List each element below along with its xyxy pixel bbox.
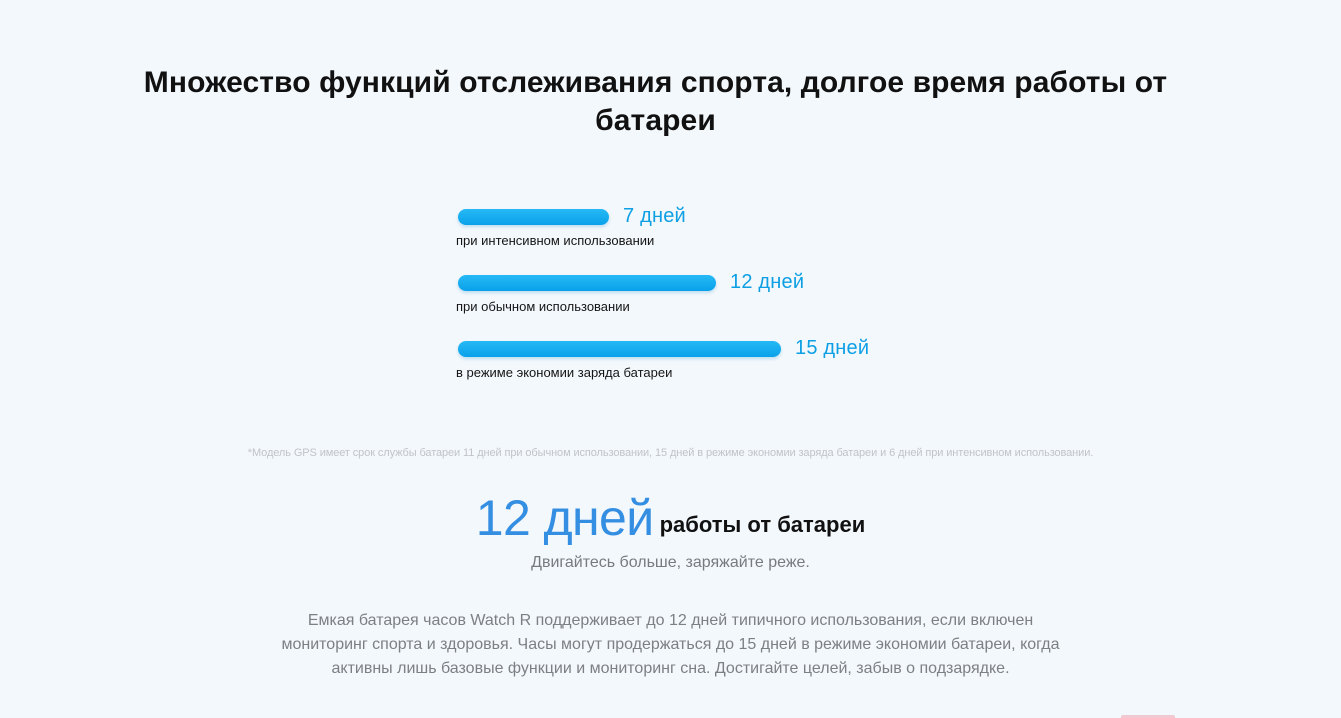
battery-row-intensive: 7 дней при интенсивном использовании — [456, 200, 916, 248]
battery-caption-intensive: при интенсивном использовании — [456, 233, 655, 248]
battery-unit-intensive: дней — [640, 205, 686, 227]
battery-footnote: *Модель GPS имеет срок службы батареи 11… — [247, 447, 1094, 459]
battery-life-chart: 7 дней при интенсивном использовании 12 … — [456, 200, 916, 390]
battery-subtitle: Двигайтесь больше, заряжайте реже. — [531, 554, 810, 571]
battery-caption-saver: в режиме экономии заряда батареи — [456, 365, 673, 380]
battery-days-intensive: 7 — [623, 205, 635, 227]
page-title: Множество функций отслеживания спорта, д… — [143, 66, 1168, 137]
battery-description: Емкая батарея часов Watch R поддерживает… — [281, 612, 1060, 677]
headline-days: 12 дней — [475, 490, 654, 546]
battery-unit-normal: дней — [758, 271, 805, 293]
battery-value-normal: 12 дней — [730, 270, 804, 294]
battery-row-saver: 15 дней в режиме экономии заряда батареи — [456, 332, 916, 380]
battery-caption-normal: при обычном использовании — [456, 299, 630, 314]
battery-bar-saver — [458, 341, 781, 357]
battery-days-saver: 15 — [795, 337, 818, 359]
battery-headline: 12 дней работы от батареи — [120, 488, 1221, 548]
battery-value-intensive: 7 дней — [623, 204, 686, 228]
battery-unit-saver: дней — [823, 337, 870, 359]
battery-bar-normal — [458, 275, 716, 291]
headline-text: работы от батареи — [659, 512, 866, 537]
battery-days-normal: 12 — [730, 271, 753, 293]
battery-row-normal: 12 дней при обычном использовании — [456, 266, 916, 314]
corner-decoration — [1121, 715, 1175, 718]
battery-value-saver: 15 дней — [795, 336, 869, 360]
battery-bar-intensive — [458, 209, 609, 225]
